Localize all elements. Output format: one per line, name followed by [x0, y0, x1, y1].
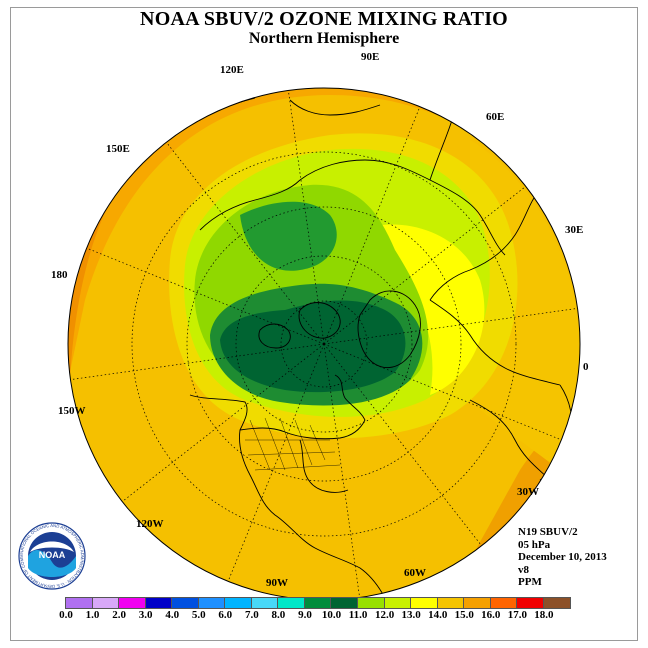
colorbar-tick-label: 14.0	[428, 609, 448, 621]
meridian-line	[166, 142, 325, 345]
colorbar-tick-label: 3.0	[138, 609, 153, 621]
colorbar-cell	[543, 598, 571, 608]
colorbar-cell	[437, 598, 465, 608]
colorbar-cell	[384, 598, 412, 608]
label-60e: 60E	[486, 111, 504, 123]
noaa-logo-wave	[28, 549, 76, 577]
colorbar-cell	[278, 598, 305, 608]
meridian-lines	[70, 90, 578, 598]
info-block: N19 SBUV/2 05 hPa December 10, 2013 v8 P…	[518, 526, 607, 589]
colorbar-cell	[172, 598, 199, 608]
figure-frame	[10, 7, 638, 641]
colorbar-cell	[198, 598, 226, 608]
longitude-labels: 90E 60E 30E 0 30W 60W 90W 120W 150W 180 …	[51, 51, 589, 589]
label-90w: 90W	[266, 577, 288, 589]
meridian-line	[323, 186, 526, 345]
colorbar-tick-label: 9.0	[298, 609, 312, 621]
page-title: NOAA SBUV/2 OZONE MIXING RATIO	[140, 8, 508, 30]
colorbar	[65, 597, 572, 609]
info-date: December 10, 2013	[518, 551, 607, 563]
latitude-circles	[131, 151, 517, 537]
colorbar-cell	[490, 598, 518, 608]
label-150e: 150E	[106, 143, 130, 155]
label-0: 0	[583, 361, 589, 373]
colorbar-cell	[331, 598, 359, 608]
colorbar-tick-labels: 0.0 1.0 2.0 3.0 4.0 5.0 6.0 7.0 8.0 9.0 10.0 11.0 12…	[0, 609, 648, 623]
label-150w: 150W	[58, 405, 86, 417]
info-version: v8	[518, 563, 529, 576]
colorbar-tick-label: 8.0	[271, 609, 286, 621]
meridian-line	[122, 343, 325, 502]
meridian-line	[70, 343, 325, 380]
label-30w: 30W	[517, 486, 539, 498]
colorbar-cell	[225, 598, 252, 608]
noaa-logo: NOAA NATIONAL OCEANIC AND ATMOSPHERIC AD…	[18, 522, 86, 590]
meridian-line	[323, 106, 421, 345]
colorbar-cell	[145, 598, 173, 608]
colorbar-tick-label: 4.0	[165, 609, 180, 621]
colorbar-tick-label: 16.0	[481, 609, 501, 621]
info-units: PPM	[518, 576, 542, 588]
colorbar-tick-label: 17.0	[507, 609, 527, 621]
us-state-lines	[245, 417, 341, 471]
colorbar-tick-label: 6.0	[218, 609, 233, 621]
field-dark-green	[220, 300, 406, 393]
colorbar-tick-label: 5.0	[191, 609, 206, 621]
noaa-logo-text: NOAA	[39, 550, 66, 560]
noaa-logo-bird	[30, 541, 74, 552]
label-180: 180	[51, 269, 68, 281]
colorbar-tick-label: 1.0	[85, 609, 100, 621]
colorbar-tick-label: 2.0	[112, 609, 126, 621]
meridian-line	[288, 90, 325, 345]
meridian-line	[227, 343, 325, 582]
colorbar-cell	[411, 598, 438, 608]
info-satellite: N19 SBUV/2	[518, 526, 578, 538]
label-120e: 120E	[220, 64, 244, 76]
colorbar-cell	[66, 598, 93, 608]
colorbar-tick-label: 0.0	[59, 609, 73, 621]
colorbar-tick-label: 12.0	[374, 609, 395, 621]
colorbar-tick-label: 7.0	[244, 609, 259, 621]
colorbar-cell	[119, 598, 146, 608]
page-subtitle: Northern Hemisphere	[248, 30, 400, 47]
info-level: 05 hPa	[518, 538, 551, 551]
label-120w: 120W	[136, 518, 164, 530]
meridian-line	[323, 343, 482, 546]
meridian-line	[323, 308, 578, 345]
colorbar-tick-label: 10.0	[321, 609, 342, 621]
colorbar-tick-label: 18.0	[534, 609, 554, 621]
label-30e: 30E	[565, 224, 583, 236]
colorbar-tick-label: 15.0	[454, 609, 474, 621]
meridian-line	[86, 247, 325, 345]
colorbar-cell	[517, 598, 544, 608]
colorbar-cell	[358, 598, 385, 608]
colorbar-cell	[92, 598, 120, 608]
meridian-line	[323, 343, 562, 441]
colorbar-tick-label: 11.0	[348, 609, 368, 621]
label-60w: 60W	[404, 567, 426, 579]
colorbar-cell	[251, 598, 279, 608]
colorbar-cell	[304, 598, 332, 608]
field-green-upper	[240, 201, 337, 271]
label-90e: 90E	[361, 51, 379, 63]
colorbar-tick-label: 13.0	[401, 609, 421, 621]
meridian-line	[323, 343, 360, 598]
colorbar-cell	[464, 598, 491, 608]
